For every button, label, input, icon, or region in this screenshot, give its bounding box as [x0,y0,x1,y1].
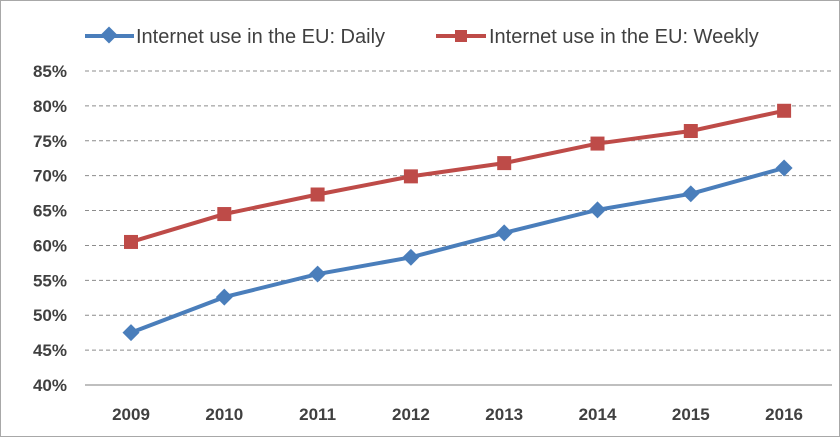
y-tick-label: 85% [33,62,67,81]
legend-marker-weekly [455,30,467,42]
y-tick-label: 55% [33,271,67,290]
x-tick-label: 2012 [392,405,430,424]
series-line-daily [130,166,785,335]
x-tick-label: 2013 [485,405,523,424]
legend-item-daily: Internet use in the EU: Daily [85,26,385,48]
data-point-weekly [217,207,232,222]
data-point-daily [682,185,700,203]
y-tick-label: 45% [33,341,67,360]
y-tick-label: 70% [33,167,67,186]
data-point-daily [589,201,606,219]
plot-area: 40% 45% 50% 55% 60% 65% 70% 75% 80% 85% 2009 2010 20… [33,62,832,424]
data-point-weekly [497,156,512,171]
legend-label-daily: Internet use in the EU: Daily [136,26,385,48]
data-point-weekly [777,103,792,118]
data-point-weekly [310,187,325,202]
legend-marker-daily [100,26,118,44]
legend-label-weekly: Internet use in the EU: Weekly [489,26,759,48]
y-tick-label: 40% [33,376,67,395]
data-point-weekly [403,169,418,184]
data-point-daily [775,159,793,177]
x-tick-label: 2009 [112,405,150,424]
x-tick-label: 2016 [765,405,803,424]
y-tick-label: 60% [33,236,67,255]
x-tick-label: 2014 [579,405,617,424]
data-point-weekly [683,124,698,139]
legend-item-weekly: Internet use in the EU: Weekly [436,26,759,48]
x-tick-label: 2011 [299,405,336,424]
data-point-daily [215,288,233,306]
legend: Internet use in the EU: Daily Internet u… [85,26,759,48]
x-tick-label: 2010 [205,405,243,424]
data-point-weekly [124,234,138,249]
data-point-daily [495,224,513,242]
data-point-daily [402,248,420,266]
y-tick-label: 75% [33,132,67,151]
x-tick-label: 2015 [672,405,710,424]
series-line-weekly [130,108,785,244]
data-point-daily [122,324,140,342]
y-tick-label: 80% [33,97,67,116]
y-tick-label: 65% [33,202,67,221]
data-point-daily [309,265,327,283]
y-tick-label: 50% [33,306,67,325]
data-point-weekly [590,136,605,151]
